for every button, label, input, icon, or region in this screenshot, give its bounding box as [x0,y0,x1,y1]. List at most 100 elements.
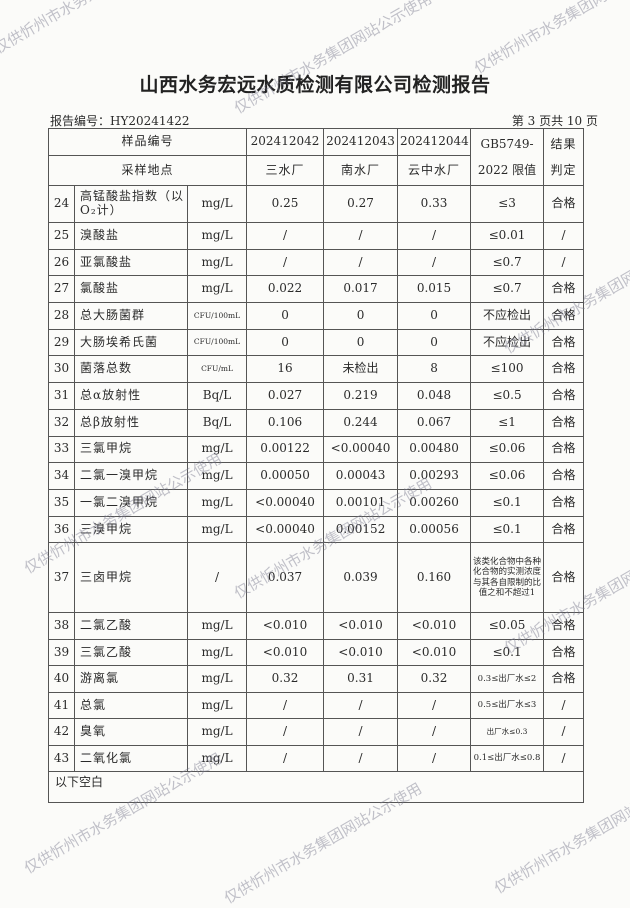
table-row: 39 三氯乙酸 mg/L <0.010 <0.010 <0.010 ≤0.1 合格 [48,638,585,667]
unit: mg/L [186,665,248,693]
parameter-name: 二氯乙酸 [74,612,188,640]
table-row: 31 总α放射性 Bq/L 0.027 0.219 0.048 ≤0.5 合格 [48,382,585,410]
row-number: 31 [48,382,75,410]
table-row: 33 三氯甲烷 mg/L 0.00122 <0.00040 0.00480 ≤0.06 合格 [48,435,585,464]
table-row: 40 游离氯 mg/L 0.32 0.31 0.32 0.3≤出厂水≤2 合格 [48,665,585,693]
result-judgement: 合格 [543,612,585,640]
value-sample-2: 未检出 [323,355,399,384]
limit-value: ≤100 [470,355,545,384]
unit: mg/L [186,462,248,490]
limit-value: 0.5≤出厂水≤3 [470,691,545,720]
unit: mg/L [186,744,248,773]
row-number: 32 [48,408,75,437]
value-sample-3: 0.00293 [397,462,472,490]
result-judgement: / [543,248,585,277]
value-sample-3: 0.32 [397,665,472,693]
table-row: 30 菌落总数 CFU/mL 16 未检出 8 ≤100 合格 [48,355,585,384]
value-sample-3: <0.010 [397,638,472,667]
value-sample-2: 0.00043 [323,462,399,490]
limit-value: 该类化合物中各种化合物的实测浓度与其各自限制的比值之和不超过1 [470,542,545,614]
table-row: 35 一氯二溴甲烷 mg/L <0.00040 0.00101 0.00260 ≤0.1 合格 [48,488,585,517]
sample-no-3: 202412044 [397,128,472,156]
value-sample-3: / [397,744,472,773]
unit: mg/L [186,185,248,223]
parameter-name: 二氯一溴甲烷 [74,462,188,490]
limit-value: ≤0.7 [470,275,545,304]
value-sample-3: 0 [397,328,472,357]
result-judgement: 合格 [543,185,585,223]
limit-value: ≤0.06 [470,462,545,490]
value-sample-2: / [323,248,399,277]
value-sample-2: / [323,744,399,773]
row-number: 25 [48,222,75,250]
report-number: 报告编号：HY20241422 [50,114,190,128]
value-sample-3: 0.00260 [397,488,472,517]
row-number: 26 [48,248,75,277]
result-judgement: / [543,744,585,773]
table-row: 36 三溴甲烷 mg/L <0.00040 0.00152 0.00056 ≤0.1 合格 [48,515,585,544]
unit: Bq/L [186,382,248,410]
limit-value: 0.3≤出厂水≤2 [470,665,545,693]
row-number: 40 [48,665,75,693]
table-row: 43 二氧化氯 mg/L / //0.1≤出厂水≤0.8/ [48,744,585,773]
result-judgement: 合格 [543,515,585,544]
table-row: 28 总大肠菌群 CFU/100mL 0 0 0 不应检出 合格 [48,302,585,330]
unit: mg/L [186,275,248,304]
blank-below-note: 以下空白 [47,771,585,804]
watermark-text: 仅供忻州市水务集团网站公示使用 [0,0,195,58]
value-sample-3: 0.00056 [397,515,472,544]
row-number: 39 [48,638,75,667]
location-2: 南水厂 [323,155,399,186]
value-sample-3: / [397,691,472,720]
row-number: 35 [48,488,75,517]
row-number: 43 [48,744,75,773]
result-judgement: 合格 [543,328,585,357]
limit-value: 出厂水≤0.3 [470,718,545,746]
limit-header-line1: GB5749- [480,136,534,151]
value-sample-2: 0.039 [323,542,399,614]
value-sample-3: 0 [397,302,472,330]
result-judgement: 合格 [543,462,585,490]
value-sample-1: 0.037 [246,542,325,614]
watermark-text: 仅供忻州市水务集团网站公示使用 [231,0,435,118]
limit-header-line2: 2022 限值 [477,163,537,177]
limit-value: ≤0.05 [470,612,545,640]
value-sample-3: / [397,222,472,250]
limit-value: ≤0.5 [470,382,545,410]
limit-value: ≤0.01 [470,222,545,250]
parameter-name: 总大肠菌群 [74,302,188,330]
page-number: 第 3 页共 10 页 [511,114,598,128]
value-sample-1: <0.010 [246,638,325,667]
unit: mg/L [186,718,248,746]
row-number: 33 [48,435,75,464]
table-row: 32 总β放射性 Bq/L 0.106 0.244 0.067 ≤1 合格 [48,408,585,437]
limit-value: ≤0.7 [470,248,545,277]
table-row: 27 氯酸盐 mg/L 0.022 0.017 0.015 ≤0.7 合格 [48,275,585,304]
value-sample-2: / [323,222,399,250]
parameter-name: 三氯乙酸 [74,638,188,667]
row-number: 41 [48,691,75,720]
parameter-name: 二氧化氯 [74,744,188,773]
location-3: 云中水厂 [397,155,472,186]
value-sample-1: 0.32 [246,665,325,693]
value-sample-2: 0.017 [323,275,399,304]
parameter-name: 氯酸盐 [74,275,188,304]
value-sample-3: 0.048 [397,382,472,410]
value-sample-2: 0 [323,302,399,330]
limit-value: ≤0.1 [470,515,545,544]
parameter-name: 三氯甲烷 [74,435,188,464]
table-row: 25 溴酸盐 mg/L / / / ≤0.01/ [48,222,585,250]
parameter-name: 菌落总数 [74,355,188,384]
limit-value: 不应检出 [470,302,545,330]
value-sample-2: 0.00152 [323,515,399,544]
unit: CFU/100mL [186,328,248,357]
result-judgement: 合格 [543,302,585,330]
row-number: 37 [48,542,75,614]
parameter-name: 臭氧 [74,718,188,746]
value-sample-2: <0.010 [323,638,399,667]
result-header-line1: 结果 [550,136,577,151]
value-sample-2: 0 [323,328,399,357]
parameter-name: 溴酸盐 [74,222,188,250]
result-judgement: 合格 [543,542,585,614]
report-title: 山西水务宏远水质检测有限公司检测报告 [139,74,491,96]
